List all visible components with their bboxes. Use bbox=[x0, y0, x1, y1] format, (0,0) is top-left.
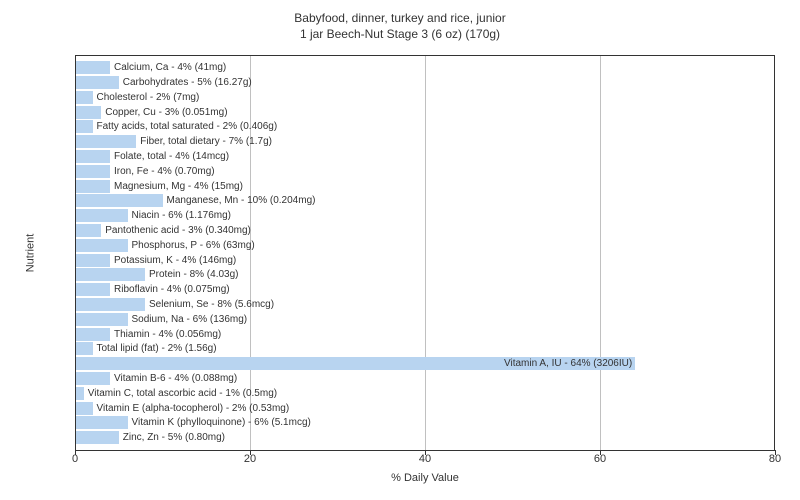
nutrient-label: Thiamin - 4% (0.056mg) bbox=[114, 328, 221, 341]
nutrient-bar bbox=[75, 106, 101, 119]
nutrient-label: Fatty acids, total saturated - 2% (0.406… bbox=[97, 120, 278, 133]
nutrient-bar bbox=[75, 209, 128, 222]
plot-area: Calcium, Ca - 4% (41mg) Carbohydrates - 5… bbox=[75, 55, 775, 450]
plot-inner: Calcium, Ca - 4% (41mg) Carbohydrates - 5… bbox=[75, 56, 774, 450]
nutrient-label: Selenium, Se - 8% (5.6mcg) bbox=[149, 298, 274, 311]
title-line-2: 1 jar Beech-Nut Stage 3 (6 oz) (170g) bbox=[0, 26, 800, 42]
y-axis-label-text: Nutrient bbox=[24, 233, 36, 272]
nutrient-label: Copper, Cu - 3% (0.051mg) bbox=[105, 106, 227, 119]
nutrient-label: Protein - 8% (4.03g) bbox=[149, 268, 239, 281]
nutrient-bar bbox=[75, 150, 110, 163]
nutrient-bar bbox=[75, 431, 119, 444]
nutrient-bar bbox=[75, 91, 93, 104]
nutrient-label: Calcium, Ca - 4% (41mg) bbox=[114, 61, 226, 74]
nutrient-bar bbox=[75, 239, 128, 252]
nutrient-bar bbox=[75, 372, 110, 385]
nutrient-bar bbox=[75, 283, 110, 296]
nutrient-label: Manganese, Mn - 10% (0.204mg) bbox=[167, 194, 316, 207]
nutrient-bar bbox=[75, 194, 163, 207]
nutrient-bar bbox=[75, 61, 110, 74]
nutrient-chart: Babyfood, dinner, turkey and rice, junio… bbox=[0, 0, 800, 500]
nutrient-label: Carbohydrates - 5% (16.27g) bbox=[123, 76, 252, 89]
nutrient-label: Fiber, total dietary - 7% (1.7g) bbox=[140, 135, 272, 148]
nutrient-bar bbox=[75, 254, 110, 267]
nutrient-bar bbox=[75, 416, 128, 429]
x-tick-label: 20 bbox=[244, 453, 256, 465]
x-tick-label: 80 bbox=[769, 453, 781, 465]
nutrient-bar bbox=[75, 120, 93, 133]
nutrient-bar bbox=[75, 328, 110, 341]
nutrient-label: Magnesium, Mg - 4% (15mg) bbox=[114, 180, 243, 193]
nutrient-label: Riboflavin - 4% (0.075mg) bbox=[114, 283, 230, 296]
gridline bbox=[600, 56, 601, 450]
nutrient-bar bbox=[75, 313, 128, 326]
x-tick-label: 40 bbox=[419, 453, 431, 465]
gridline bbox=[425, 56, 426, 450]
nutrient-bar bbox=[75, 342, 93, 355]
nutrient-bar bbox=[75, 298, 145, 311]
nutrient-label: Vitamin E (alpha-tocopherol) - 2% (0.53m… bbox=[97, 402, 290, 415]
y-axis-line bbox=[75, 55, 76, 450]
title-line-1: Babyfood, dinner, turkey and rice, junio… bbox=[0, 10, 800, 26]
nutrient-label: Vitamin C, total ascorbic acid - 1% (0.5… bbox=[88, 387, 277, 400]
nutrient-label: Zinc, Zn - 5% (0.80mg) bbox=[123, 431, 225, 444]
nutrient-label: Sodium, Na - 6% (136mg) bbox=[132, 313, 248, 326]
nutrient-bar bbox=[75, 76, 119, 89]
nutrient-label: Vitamin B-6 - 4% (0.088mg) bbox=[114, 372, 237, 385]
x-tick-label: 0 bbox=[72, 453, 78, 465]
y-axis-label: Nutrient bbox=[20, 55, 40, 450]
x-axis-label: % Daily Value bbox=[75, 472, 775, 484]
nutrient-bar bbox=[75, 135, 136, 148]
nutrient-label: Folate, total - 4% (14mcg) bbox=[114, 150, 229, 163]
nutrient-bar bbox=[75, 165, 110, 178]
nutrient-label: Niacin - 6% (1.176mg) bbox=[132, 209, 231, 222]
nutrient-label: Vitamin K (phylloquinone) - 6% (5.1mcg) bbox=[132, 416, 311, 429]
x-tick-label: 60 bbox=[594, 453, 606, 465]
nutrient-label: Vitamin A, IU - 64% (3206IU) bbox=[504, 357, 632, 370]
nutrient-bar bbox=[75, 402, 93, 415]
nutrient-bar bbox=[75, 180, 110, 193]
nutrient-label: Potassium, K - 4% (146mg) bbox=[114, 254, 236, 267]
nutrient-bar bbox=[75, 224, 101, 237]
chart-title: Babyfood, dinner, turkey and rice, junio… bbox=[0, 0, 800, 42]
nutrient-label: Phosphorus, P - 6% (63mg) bbox=[132, 239, 255, 252]
nutrient-label: Iron, Fe - 4% (0.70mg) bbox=[114, 165, 215, 178]
nutrient-bar bbox=[75, 268, 145, 281]
nutrient-bar bbox=[75, 387, 84, 400]
nutrient-label: Pantothenic acid - 3% (0.340mg) bbox=[105, 224, 251, 237]
nutrient-label: Cholesterol - 2% (7mg) bbox=[97, 91, 200, 104]
nutrient-label: Total lipid (fat) - 2% (1.56g) bbox=[97, 342, 217, 355]
